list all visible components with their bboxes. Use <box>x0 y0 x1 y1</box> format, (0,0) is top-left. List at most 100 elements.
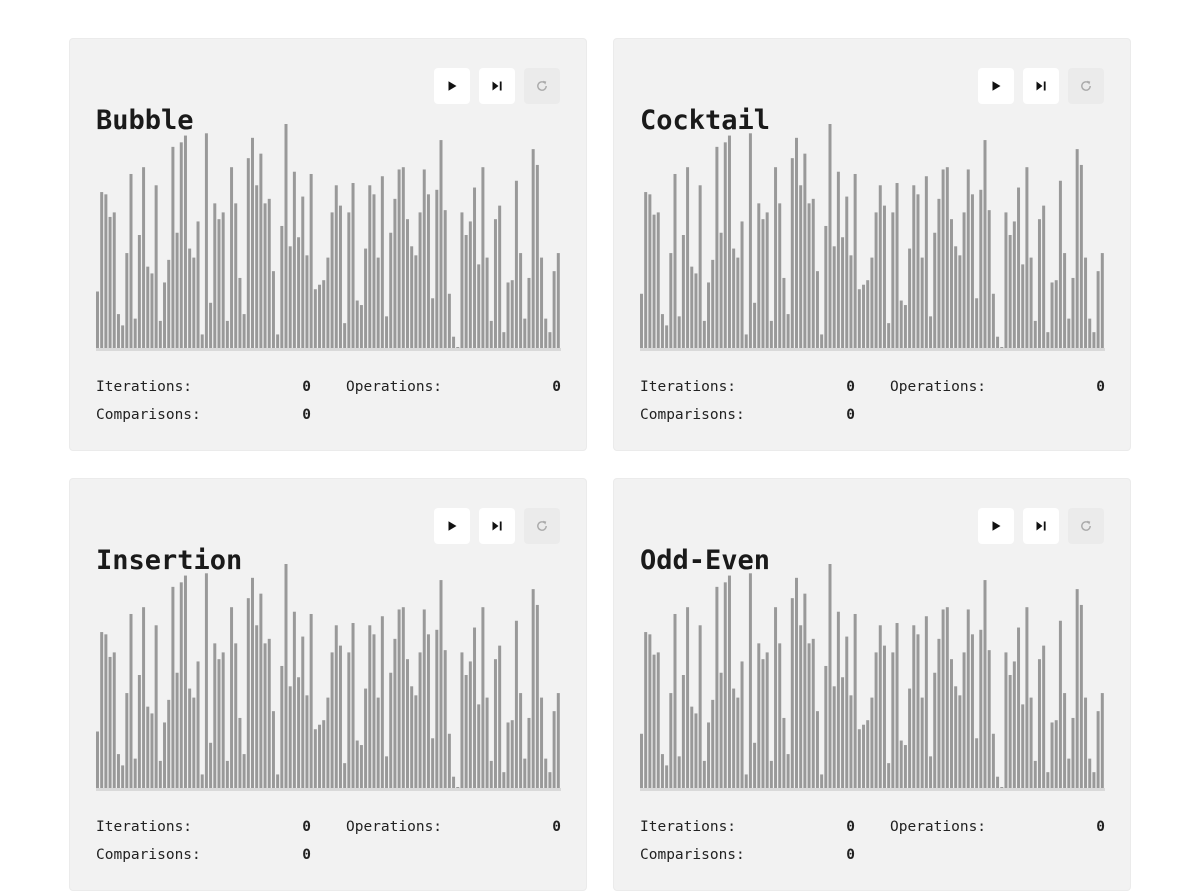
value-bar <box>460 652 464 788</box>
value-bar <box>100 632 104 788</box>
value-bar <box>732 688 736 788</box>
value-bar <box>209 742 213 788</box>
value-bar <box>1075 149 1079 348</box>
value-bar <box>715 146 719 348</box>
step-forward-icon <box>1036 81 1046 91</box>
stat-operations: Operations: 0 <box>890 377 1105 397</box>
value-bar <box>334 625 338 788</box>
value-bar <box>238 277 242 348</box>
value-bar <box>410 686 414 788</box>
value-bar <box>221 212 225 348</box>
value-bar <box>217 219 221 348</box>
value-bar <box>116 754 120 788</box>
step-button[interactable] <box>479 68 515 104</box>
value-bar <box>230 167 234 348</box>
value-bar <box>188 248 192 348</box>
stat-label: Iterations: <box>640 819 737 835</box>
value-bar <box>686 607 690 788</box>
value-bar <box>723 142 727 348</box>
value-bar <box>112 652 116 788</box>
value-bar <box>200 334 204 348</box>
value-bar <box>920 697 924 788</box>
value-bar <box>891 212 895 348</box>
step-button[interactable] <box>1023 508 1059 544</box>
value-bar <box>447 733 451 788</box>
reset-button[interactable] <box>1068 508 1104 544</box>
value-bar <box>1092 332 1096 348</box>
value-bar <box>112 212 116 348</box>
card-title: Bubble <box>96 105 194 136</box>
value-bar <box>862 284 866 348</box>
value-bar <box>519 693 523 788</box>
reset-button[interactable] <box>524 508 560 544</box>
value-bar <box>983 580 987 788</box>
value-bar <box>786 754 790 788</box>
value-bar <box>1017 627 1021 788</box>
value-bar <box>753 742 757 788</box>
value-bar <box>288 246 292 348</box>
value-bar <box>774 167 778 348</box>
value-bar <box>958 255 962 348</box>
play-button[interactable] <box>978 508 1014 544</box>
stat-comparisons: Comparisons: 0 <box>96 405 311 425</box>
value-bar <box>418 652 422 788</box>
play-button[interactable] <box>434 68 470 104</box>
value-bar <box>1050 282 1054 348</box>
value-bar <box>271 271 275 348</box>
value-bar <box>129 613 133 788</box>
bar-track <box>640 788 1105 791</box>
value-bar <box>556 253 560 348</box>
bar-visualization <box>640 124 1105 351</box>
value-bar <box>519 253 523 348</box>
value-bar <box>351 183 355 348</box>
value-bar <box>464 235 468 348</box>
value-bar <box>489 320 493 348</box>
play-button[interactable] <box>434 508 470 544</box>
value-bar <box>267 198 271 348</box>
value-bar <box>313 289 317 348</box>
value-bar <box>786 314 790 348</box>
value-bar <box>477 264 481 348</box>
value-bar <box>681 235 685 348</box>
value-bar <box>372 194 376 348</box>
value-bar <box>983 140 987 348</box>
value-bar <box>945 167 949 348</box>
value-bar <box>1037 219 1041 348</box>
value-bar <box>121 765 125 788</box>
reset-icon <box>1081 80 1091 91</box>
value-bar <box>259 153 263 348</box>
value-bar <box>836 171 840 348</box>
value-bar <box>527 717 531 788</box>
value-bar <box>242 314 246 348</box>
value-bar <box>715 586 719 788</box>
reset-button[interactable] <box>1068 68 1104 104</box>
value-bar <box>422 169 426 348</box>
reset-button[interactable] <box>524 68 560 104</box>
value-bar <box>945 607 949 788</box>
value-bar <box>950 219 953 348</box>
step-button[interactable] <box>479 508 515 544</box>
value-bar <box>242 754 246 788</box>
value-bar <box>188 688 192 788</box>
value-bar <box>740 661 744 788</box>
step-button[interactable] <box>1023 68 1059 104</box>
value-bar <box>372 634 376 788</box>
value-bar <box>815 711 819 788</box>
value-bar <box>213 643 217 788</box>
value-bar <box>330 652 334 788</box>
value-bar <box>355 300 359 348</box>
value-bar <box>652 654 656 788</box>
value-bar <box>255 625 259 788</box>
value-bar <box>225 320 229 348</box>
value-bar <box>899 740 903 788</box>
value-bar <box>690 706 694 788</box>
value-bar <box>439 140 443 348</box>
value-bar <box>246 158 250 348</box>
value-bar <box>276 334 280 348</box>
value-bar <box>790 598 794 788</box>
play-button[interactable] <box>978 68 1014 104</box>
value-bar <box>891 652 895 788</box>
value-bar <box>544 758 548 788</box>
value-bar <box>108 216 112 348</box>
value-bar <box>447 293 451 348</box>
